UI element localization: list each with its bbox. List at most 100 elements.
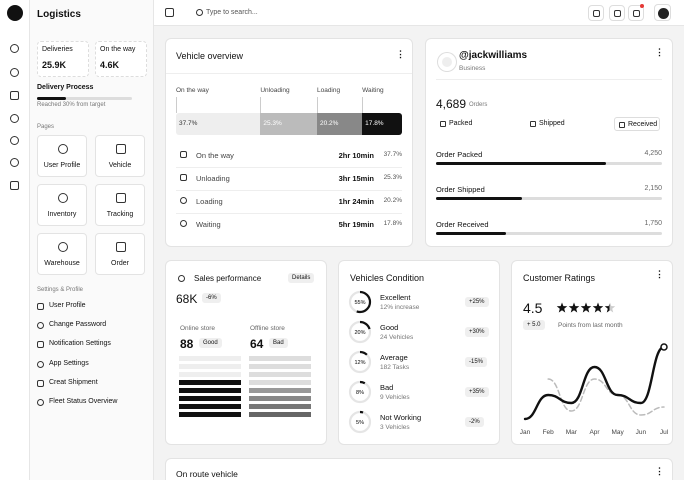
- stripe: [249, 372, 311, 377]
- star: [568, 302, 580, 313]
- metric-bar: [436, 232, 506, 235]
- divider: [176, 190, 402, 191]
- notification-dot: [640, 4, 644, 8]
- sidebar: Logistics Deliveries 25.9K On the way 4.6K De…: [30, 0, 154, 480]
- stage-share: 17.8%: [383, 220, 402, 227]
- toolbar-button[interactable]: [628, 5, 644, 21]
- orders-label: Orders: [469, 102, 488, 108]
- progress-track: [37, 97, 132, 100]
- page-tile[interactable]: Tracking: [95, 184, 145, 226]
- card-title: Customer Ratings: [523, 273, 596, 283]
- divider: [166, 73, 412, 74]
- store-name: Offline store: [250, 325, 285, 332]
- icon: [37, 399, 44, 406]
- tab-label: Received: [628, 121, 658, 128]
- page-tile[interactable]: Warehouse: [37, 233, 87, 275]
- role: Business: [459, 65, 486, 72]
- card-title: Sales performance: [194, 274, 262, 283]
- menu-button[interactable]: ⋮: [655, 269, 664, 279]
- graphic: [556, 302, 616, 313]
- icon: [10, 181, 19, 190]
- stage-label: Unloading: [260, 87, 290, 94]
- icon: [37, 322, 44, 330]
- icon: [633, 10, 640, 17]
- x-tick-label: Jan: [520, 429, 531, 436]
- settings-item[interactable]: App Settings: [49, 359, 89, 367]
- tab-label: Packed: [449, 120, 473, 127]
- toolbar-button[interactable]: [588, 5, 604, 21]
- page-tile[interactable]: Inventory: [37, 184, 87, 226]
- ratings-card: Customer Ratings ⋮ 4.5 + 5.0 Points from las…: [511, 260, 673, 445]
- icon: [619, 121, 625, 128]
- avatar-button[interactable]: [654, 4, 671, 21]
- metric-bar: [436, 197, 522, 200]
- graphic: 8%: [348, 380, 372, 404]
- metric-name: Order Received: [436, 220, 489, 229]
- icon: [180, 174, 187, 181]
- menu-button[interactable]: ⋮: [396, 49, 405, 59]
- settings-item[interactable]: Creat Shipment: [49, 378, 98, 386]
- orders-value: 4,689: [436, 97, 467, 111]
- page-tile[interactable]: User Profile: [37, 135, 87, 177]
- page-tile[interactable]: Vehicle: [95, 135, 145, 177]
- ring-arc: [348, 380, 372, 404]
- stage-name: On the way: [196, 151, 234, 160]
- icon: [37, 303, 44, 310]
- ring-arc: [348, 290, 372, 314]
- stage-time: 1hr 24min: [338, 197, 374, 206]
- stage-label: Waiting: [362, 87, 384, 94]
- menu-button[interactable]: ⋮: [655, 47, 664, 57]
- rating-stars: [556, 302, 616, 313]
- settings-item[interactable]: Fleet Status Overview: [49, 398, 118, 405]
- condition-detail: 182 Tasks: [380, 364, 410, 371]
- graphic: 12%: [348, 350, 372, 374]
- stripe: [249, 412, 311, 417]
- condition-detail: 12% increase: [380, 304, 420, 311]
- icon: [178, 275, 185, 282]
- status-badge: Bad: [269, 338, 288, 348]
- stage-value-label: 25.3%: [263, 120, 282, 127]
- star: [580, 302, 592, 313]
- stripe: [179, 356, 241, 361]
- icon: [530, 120, 536, 127]
- details-button[interactable]: Details: [288, 273, 315, 283]
- toolbar-button[interactable]: [609, 5, 625, 21]
- icon: [440, 120, 446, 127]
- tab[interactable]: Received: [614, 117, 660, 131]
- icon: [165, 8, 174, 17]
- star: [556, 302, 568, 313]
- ring-label: 20%: [354, 330, 365, 336]
- change-badge: -6%: [202, 293, 221, 303]
- stage-name: Loading: [196, 197, 223, 206]
- stage-label: On the way: [176, 87, 209, 94]
- metric-value: 4,250: [644, 150, 662, 157]
- settings-item[interactable]: Notification Settings: [49, 340, 111, 348]
- stage-share: 20.2%: [383, 197, 402, 204]
- card-title: Vehicles Condition: [350, 273, 425, 283]
- rating-value: 4.5: [523, 300, 543, 316]
- page-label: Warehouse: [44, 260, 80, 267]
- condition-detail: 9 Vehicles: [380, 394, 410, 401]
- page-label: Inventory: [47, 211, 77, 218]
- condition-detail: 24 Vehicles: [380, 334, 414, 341]
- stat-value: 25.9K: [42, 60, 67, 70]
- tab[interactable]: Shipped: [526, 117, 586, 131]
- icon: [37, 379, 44, 387]
- stage-tick: [362, 97, 364, 113]
- tab[interactable]: Packed: [436, 117, 496, 131]
- metric-name: Order Packed: [436, 150, 483, 159]
- menu-button[interactable]: ⋮: [655, 466, 664, 476]
- change-badge: + 5.0: [523, 320, 545, 330]
- page-tile[interactable]: Order: [95, 233, 145, 275]
- x-tick-label: Apr: [589, 429, 600, 436]
- condition-name: Not Working: [380, 413, 422, 422]
- ring-arc: [348, 350, 372, 374]
- stripe: [179, 404, 241, 409]
- settings-item[interactable]: User Profile: [49, 302, 86, 309]
- icon-rail: [0, 0, 30, 480]
- brand: Logistics: [37, 9, 81, 20]
- search-input[interactable]: Type to search...: [206, 9, 258, 16]
- avatar: [438, 53, 456, 71]
- settings-item[interactable]: Change Password: [49, 321, 107, 329]
- condition-detail: 3 Vehicles: [380, 424, 410, 431]
